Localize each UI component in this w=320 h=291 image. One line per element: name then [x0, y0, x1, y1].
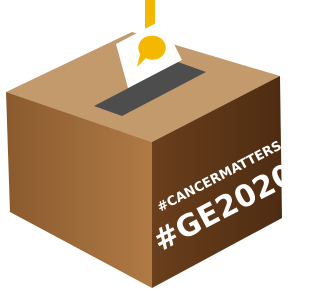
ballot-box-illustration: #CANCERMATTERS #GE2020	[0, 0, 286, 291]
